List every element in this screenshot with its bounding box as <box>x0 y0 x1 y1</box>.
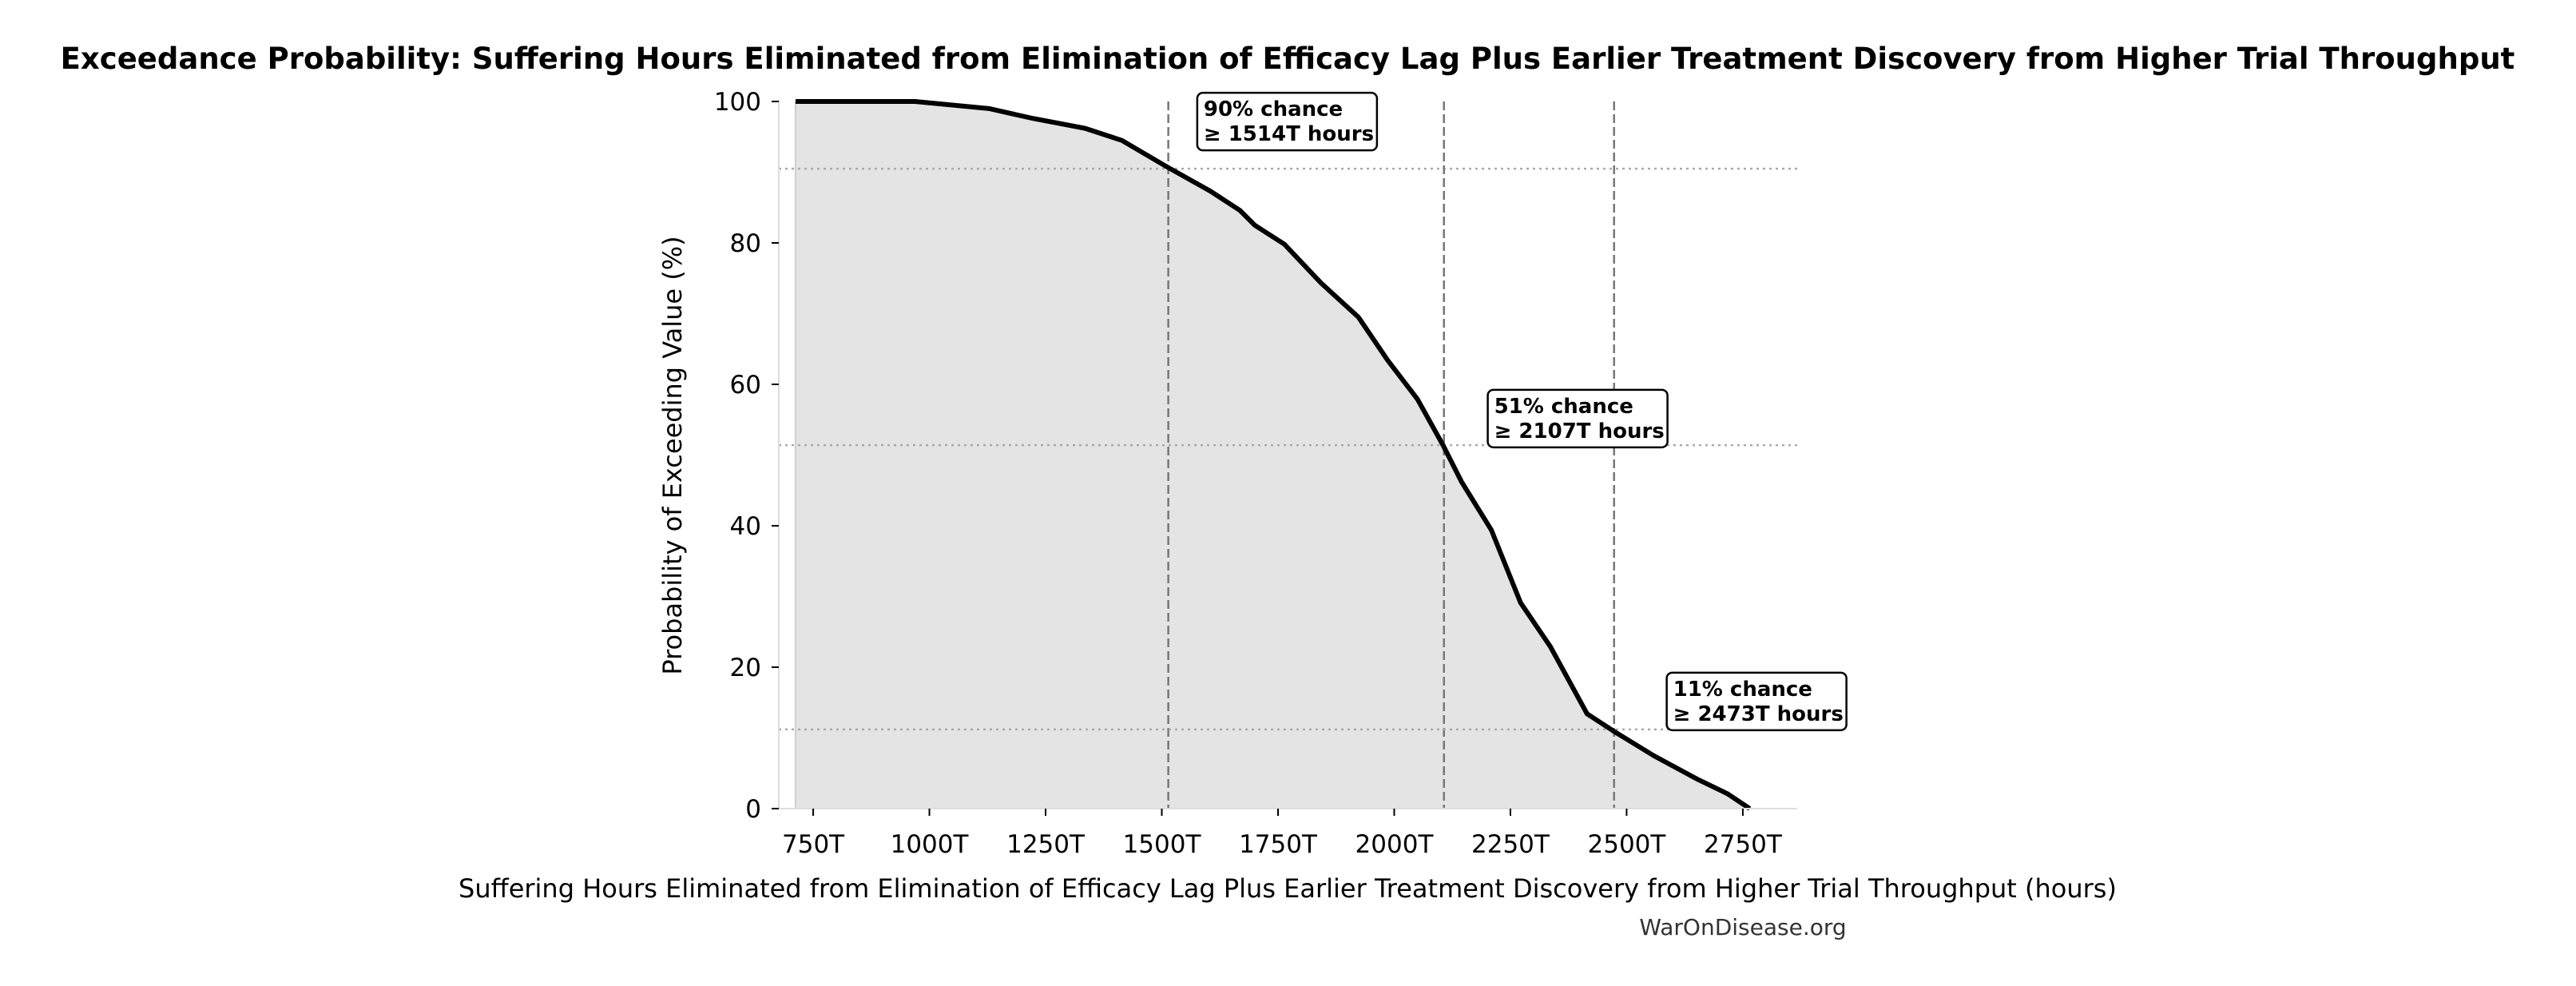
exceedance-curve <box>795 99 1752 811</box>
x-axis-label: Suffering Hours Eliminated from Eliminat… <box>458 873 2117 904</box>
watermark: WarOnDisease.org <box>1639 914 1846 940</box>
annotation-frame <box>1196 91 1379 152</box>
x-tick-label: 1250T <box>1006 830 1086 859</box>
annotation-probability: 11% chance <box>1673 678 1812 702</box>
plot-area: 0 20 40 60 80 100 750T 1000T 1250T 1500T 1750T 2000… <box>714 88 1848 859</box>
annotation-value: ≥ 1514T hours <box>1204 122 1374 146</box>
x-tick-label: 1500T <box>1123 830 1202 859</box>
annotation-box: 11% chance≥ 2473T hours <box>1665 671 1848 732</box>
annotation-probability: 51% chance <box>1494 395 1633 419</box>
annotation-box: 90% chance≥ 1514T hours <box>1196 91 1379 152</box>
x-tick-label: 2250T <box>1471 830 1550 859</box>
y-tick-label: 0 <box>745 795 761 824</box>
y-tick-label: 40 <box>730 512 761 541</box>
annotation-box: 51% chance≥ 2107T hours <box>1486 388 1669 449</box>
x-tick-label: 2000T <box>1355 830 1435 859</box>
x-tick-label: 1000T <box>891 830 970 859</box>
y-tick-label: 60 <box>730 371 761 400</box>
y-tick-label: 80 <box>730 229 761 258</box>
annotation-value: ≥ 2473T hours <box>1673 702 1844 726</box>
chart-title: Exceedance Probability: Suffering Hours … <box>61 42 2515 76</box>
annotation-frame <box>1665 671 1848 732</box>
x-tick-label: 2500T <box>1588 830 1667 859</box>
y-tick-label: 100 <box>714 88 761 117</box>
y-tick-label: 20 <box>730 654 761 682</box>
x-tick-label: 2750T <box>1704 830 1783 859</box>
y-axis-label: Probability of Exceeding Value (%) <box>657 236 688 674</box>
annotation-value: ≥ 2107T hours <box>1494 419 1665 443</box>
x-tick-label: 750T <box>782 830 845 859</box>
x-tick-label: 1750T <box>1239 830 1318 859</box>
annotation-probability: 90% chance <box>1204 97 1343 121</box>
exceedance-fill-area <box>795 101 1750 809</box>
annotation-frame <box>1486 388 1669 449</box>
